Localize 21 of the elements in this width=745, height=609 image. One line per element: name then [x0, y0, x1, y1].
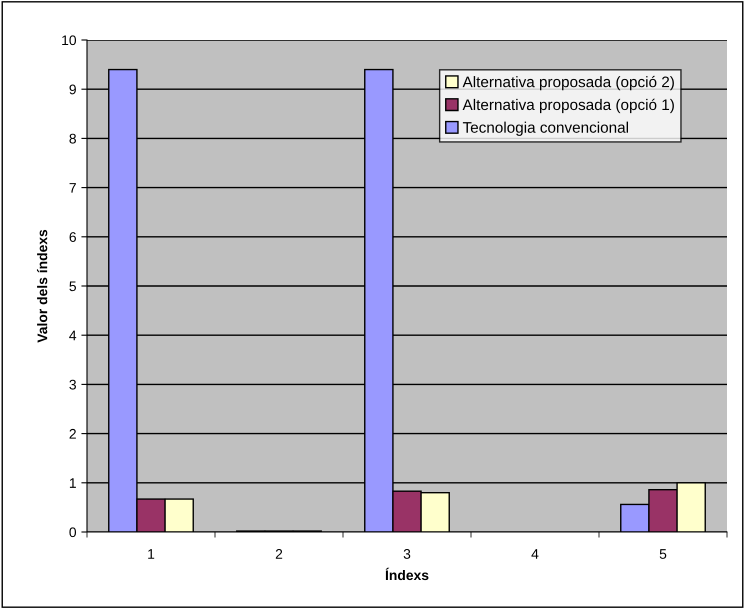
y-tick-label: 4 [69, 330, 76, 340]
y-tick-label: 6 [70, 232, 76, 242]
y-tick-label: 5 [69, 281, 76, 292]
y-tick-label: 9 [70, 84, 76, 94]
y-tick-label: 7 [70, 183, 76, 193]
x-tick-label: 1 [148, 549, 154, 559]
legend-label: Alternativa proposada (opció 2) [462, 76, 674, 90]
legend-label: Alternativa proposada (opció 1) [462, 98, 674, 114]
y-tick-label: 3 [69, 380, 76, 390]
y-tick-label: 0 [69, 527, 76, 538]
y-tick-label: 10 [62, 35, 76, 46]
legend-label: Tecnologia convencional [462, 122, 628, 136]
y-tick-label: 8 [69, 134, 76, 144]
y-axis-title: Valor dels índexs [36, 230, 48, 343]
x-tick-label: 4 [531, 549, 538, 559]
x-tick-label: 3 [404, 549, 410, 559]
x-tick-label: 2 [276, 549, 282, 559]
x-axis-title: Índexs [386, 568, 428, 580]
y-tick-label: 2 [70, 428, 76, 439]
y-tick-label: 1 [70, 478, 76, 488]
x-tick-label: 5 [660, 549, 666, 559]
